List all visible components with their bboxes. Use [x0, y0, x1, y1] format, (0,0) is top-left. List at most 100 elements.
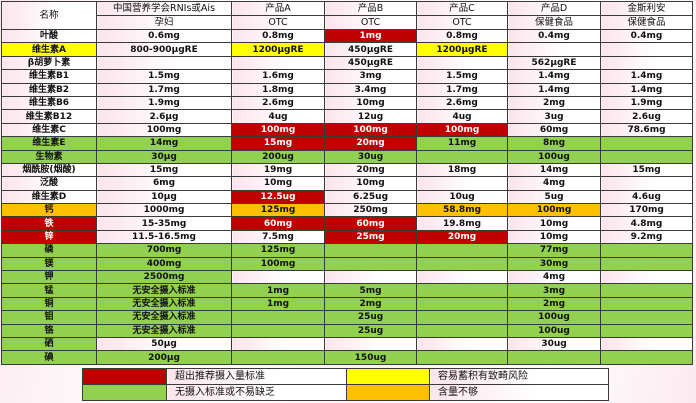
value-cell: 1.4mg — [507, 82, 601, 97]
value-cell: 15mg — [96, 162, 232, 178]
table-row: 维生素D 10μg 12.5ug 6.25ug 10ug 5ug 4.6ug — [1, 189, 693, 205]
value-cell — [231, 55, 325, 71]
value-cell: 100ug — [507, 310, 601, 325]
table-row: 钙 1000mg 125mg 250mg 58.8mg 100mg 170mg — [1, 203, 693, 218]
legend-swatch-yellow — [346, 368, 430, 385]
value-cell: 19mg — [231, 162, 325, 178]
value-cell — [600, 310, 693, 325]
nutrient-name: 磷 — [1, 243, 97, 258]
legend-label-red: 超出推荐摄入量标准 — [166, 368, 347, 385]
value-cell: 12ug — [324, 109, 417, 124]
value-cell — [600, 136, 693, 151]
value-cell: 60mg — [324, 216, 417, 231]
table-body: 叶酸 0.6mg 0.8mg 1mg 0.8mg 0.4mg 0.4mg 维生素A 800-90… — [1, 28, 693, 365]
table-row: 钼无安全摄入标准 25ug 100ug — [1, 310, 693, 325]
value-cell: 100mg — [231, 256, 325, 272]
value-cell — [324, 243, 417, 258]
value-cell: 3mg — [324, 69, 417, 84]
value-cell: 15mg — [600, 162, 693, 178]
value-cell: 100mg — [324, 122, 417, 138]
value-cell: 20mg — [324, 162, 417, 178]
value-cell: 11mg — [416, 136, 508, 151]
value-cell: 100ug — [507, 323, 601, 338]
value-cell: 30μg — [96, 149, 232, 164]
value-cell: 2.6mg — [416, 95, 508, 111]
value-cell: 1.7mg — [416, 82, 508, 97]
table-row: 维生素C 100mg 100mg 100mg 100mg 60mg 78.6mg — [1, 122, 693, 138]
value-cell: 2.6mg — [231, 95, 325, 111]
value-cell: 20mg — [416, 229, 508, 245]
value-cell — [416, 243, 508, 258]
value-cell — [507, 42, 601, 57]
table-row: 碘 200μg 150ug — [1, 350, 693, 365]
value-cell: 4mg — [507, 270, 601, 285]
table-row: 钾 2500mg 4mg — [1, 270, 693, 285]
value-cell: 8mg — [507, 136, 601, 151]
value-cell: 125mg — [231, 203, 325, 218]
header-row-subtitles: 孕妇 OTC OTC OTC 保健食品 保健食品 — [2, 15, 693, 30]
value-cell: 3mg — [507, 283, 601, 298]
value-cell: 15-35mg — [96, 216, 232, 231]
table-row: 铬无安全摄入标准 25ug 100ug — [1, 323, 693, 338]
value-cell — [416, 283, 508, 298]
legend-row: 超出推荐摄入量标准 容易蓄积有致畸风险 — [82, 368, 609, 385]
nutrient-name: 维生素B12 — [1, 109, 97, 124]
nutrient-name: 钼 — [1, 310, 97, 325]
value-cell: 60mg — [231, 216, 325, 231]
table-row: 铜无安全摄入标准 1mg 2mg 2mg — [1, 296, 693, 312]
table-row: 磷 700mg 125mg 77mg — [1, 243, 693, 258]
header-product-a: 产品A — [231, 1, 325, 16]
header-product-b: 产品B — [324, 1, 417, 16]
value-cell: 0.8mg — [416, 28, 508, 44]
value-cell: 250mg — [324, 203, 417, 218]
value-cell — [416, 296, 508, 312]
value-cell: 170mg — [600, 203, 693, 218]
value-cell: 1mg — [231, 283, 325, 298]
value-cell — [600, 323, 693, 338]
value-cell: 1.9mg — [600, 95, 693, 111]
value-cell — [324, 336, 417, 352]
value-cell: 4.8mg — [600, 216, 693, 231]
value-cell: 77mg — [507, 243, 601, 258]
value-cell: 450μgRE — [324, 42, 417, 57]
value-cell — [416, 323, 508, 338]
value-cell: 25ug — [324, 310, 417, 325]
legend-swatch-red — [82, 368, 167, 385]
value-cell — [231, 270, 325, 285]
nutrient-name: 铜 — [1, 296, 97, 312]
value-cell: 2mg — [507, 95, 601, 111]
value-cell: 1.5mg — [416, 69, 508, 84]
value-cell — [416, 256, 508, 272]
value-cell: 100mg — [416, 122, 508, 138]
value-cell — [600, 42, 693, 57]
legend-swatch-orange — [346, 384, 430, 401]
value-cell: 20mg — [324, 136, 417, 151]
nutrient-name: β胡萝卜素 — [1, 55, 97, 71]
value-cell: 100mg — [507, 203, 601, 218]
value-cell: 2.6ug — [600, 109, 693, 124]
color-legend: 超出推荐摄入量标准 容易蓄积有致畸风险 无摄入标准或不易缺乏 含量不够 — [82, 368, 609, 401]
value-cell: 9.2mg — [600, 229, 693, 245]
value-cell: 6.25ug — [324, 189, 417, 205]
value-cell: 1.9mg — [96, 95, 232, 111]
nutrient-name: 维生素B1 — [1, 69, 97, 84]
value-cell: 0.6mg — [96, 28, 232, 44]
nutrient-name: 镁 — [1, 256, 97, 272]
nutrient-comparison-table: 名称 中国营养学会RNIs或Ais 产品A 产品B 产品C 产品D 金斯利安 孕… — [1, 1, 693, 365]
value-cell: 1.7mg — [96, 82, 232, 97]
legend-label-yellow: 容易蓄积有致畸风险 — [429, 368, 609, 385]
table-row: 维生素B1 1.5mg 1.6mg 3mg 1.5mg 1.4mg 1.4mg — [1, 69, 693, 84]
value-cell: 1000mg — [96, 203, 232, 218]
nutrient-name: 泛酸 — [1, 176, 97, 191]
value-cell — [96, 55, 232, 71]
value-cell — [416, 149, 508, 164]
value-cell: 4ug — [231, 109, 325, 124]
value-cell: 无安全摄入标准 — [96, 296, 232, 312]
value-cell — [600, 55, 693, 71]
value-cell — [600, 336, 693, 352]
value-cell: 无安全摄入标准 — [96, 283, 232, 298]
table-row: 生物素 30μg 200ug 30ug 100ug — [1, 149, 693, 164]
value-cell — [231, 336, 325, 352]
value-cell: 14mg — [96, 136, 232, 151]
table-row: 维生素E 14mg 15mg 20mg 11mg 8mg — [1, 136, 693, 151]
